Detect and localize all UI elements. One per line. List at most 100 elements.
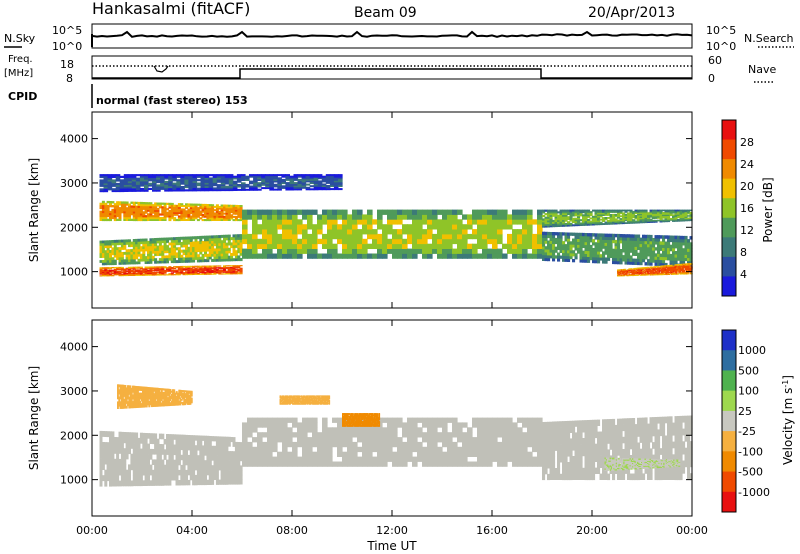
scatter-cell (106, 259, 110, 263)
scatter-cell (592, 239, 596, 243)
scatter-cell (106, 245, 110, 249)
scatter-cell (542, 254, 546, 259)
scatter-cell (637, 268, 639, 270)
scatter-cell (152, 179, 157, 182)
scatter-cell (237, 255, 241, 259)
scatter-cell (119, 189, 125, 193)
scatter-cell (417, 224, 423, 230)
scatter-cell (549, 252, 553, 256)
scatter-cell (176, 187, 181, 190)
scatter-cell (629, 234, 633, 238)
scatter-cell (452, 209, 458, 215)
scatter-cell (204, 185, 210, 188)
scatter-cell (599, 214, 603, 216)
scatter-cell (142, 202, 146, 205)
scatter-cell (559, 216, 563, 219)
scatter-cell (230, 460, 234, 466)
scatter-cell (664, 216, 668, 219)
scatter-cell (552, 249, 556, 253)
scatter-cell (272, 233, 278, 240)
scatter-cell (196, 269, 200, 271)
scatter-cell (357, 253, 363, 259)
scatter-cell (497, 214, 503, 220)
scatter-cell (422, 243, 428, 249)
scatter-cell (622, 218, 626, 220)
scatter-cell (99, 183, 105, 186)
scatter-cell (104, 274, 108, 276)
scatter-cell (111, 269, 115, 271)
scatter-cell (689, 257, 693, 262)
scatter-cell (663, 268, 666, 270)
scatter-cell (225, 273, 229, 275)
scatter-cell (679, 270, 682, 272)
scatter-cell (684, 211, 688, 214)
scatter-cell (547, 252, 551, 256)
scatter-cell (113, 267, 117, 269)
scatter-cell (236, 188, 242, 191)
scatter-cell (220, 270, 224, 272)
scatter-cell (507, 233, 513, 240)
scatter-cell (118, 266, 122, 269)
scatter-cell (166, 268, 169, 271)
scatter-cell (472, 209, 478, 215)
scatter-cell (252, 461, 258, 467)
scatter-cell (196, 470, 200, 476)
scatter-cell (135, 209, 139, 212)
scatter-cell (554, 255, 558, 259)
scatter-cell (144, 246, 148, 249)
scatter-cell (163, 449, 167, 455)
scatter-cell (574, 221, 578, 223)
scatter-cell (161, 247, 165, 251)
scatter-cell (652, 247, 656, 251)
scatter-cell (589, 222, 593, 225)
scatter-cell (204, 203, 207, 206)
power-colorbar-swatch (722, 159, 736, 180)
scatter-cell (660, 266, 663, 268)
scatter-cell (232, 266, 236, 268)
scatter-cell (685, 267, 688, 270)
scatter-cell (332, 209, 338, 215)
scatter-cell (678, 266, 681, 268)
scatter-cell (507, 238, 513, 245)
scatter-cell (277, 451, 283, 457)
scatter-cell (622, 269, 624, 271)
scatter-cell (234, 465, 238, 471)
scatter-cell (594, 212, 598, 215)
scatter-cell (537, 238, 543, 245)
scatter-cell (130, 211, 134, 214)
scatter-cell (672, 272, 674, 274)
scatter-cell (297, 427, 303, 433)
scatter-cell (587, 256, 591, 260)
scatter-cell (602, 214, 606, 216)
scatter-cell (182, 449, 186, 456)
scatter-cell (452, 219, 458, 225)
scatter-cell (599, 218, 603, 221)
scatter-cell (584, 244, 588, 249)
scatter-cell (397, 214, 403, 220)
scatter-cell (642, 258, 646, 263)
scatter-cell (158, 272, 162, 274)
scatter-cell (111, 259, 115, 263)
scatter-cell (107, 175, 113, 178)
scatter-cell (220, 215, 224, 218)
scatter-cell (687, 211, 691, 214)
scatter-cell (239, 250, 243, 254)
scatter-cell (163, 439, 167, 445)
scatter-cell (293, 186, 299, 189)
scatter-cell (220, 245, 224, 249)
scatter-cell (118, 448, 122, 454)
scatter-cell (206, 440, 210, 446)
scatter-cell (170, 244, 174, 248)
scatter-cell (211, 270, 215, 273)
scatter-cell (252, 233, 258, 240)
scatter-cell (292, 446, 298, 453)
scatter-cell (614, 248, 618, 253)
scatter-cell (668, 271, 671, 274)
scatter-cell (673, 268, 676, 270)
scatter-cell (177, 215, 181, 218)
scatter-cell (147, 464, 150, 471)
scatter-cell (215, 441, 219, 447)
scatter-cell (357, 432, 363, 438)
scatter-cell (634, 246, 638, 250)
scatter-cell (172, 184, 177, 187)
